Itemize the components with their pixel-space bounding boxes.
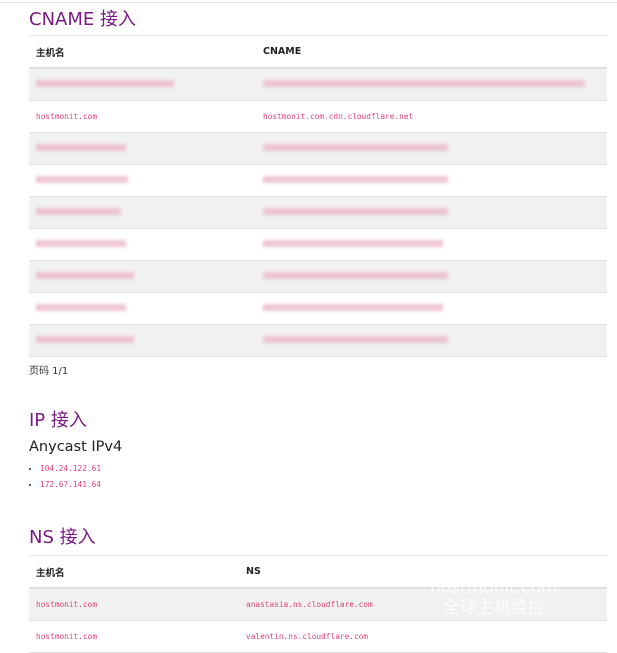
redacted-value xyxy=(36,336,134,343)
watermark-line1: hostmonit.com xyxy=(430,578,558,598)
cname-cell xyxy=(256,292,607,325)
host-cell xyxy=(29,196,256,229)
anycast-ipv4-heading: Anycast IPv4 xyxy=(29,439,123,455)
cname-cell xyxy=(256,132,607,165)
ip-address: 104.24.122.61 xyxy=(40,462,101,478)
cname-table: 主机名 CNAME hostmonit.com hostmonit.com.cdn.… xyxy=(29,35,607,357)
table-row xyxy=(29,196,607,229)
ns-cell: valentin.ns.cloudflare.com xyxy=(239,620,607,653)
table-row xyxy=(29,292,607,325)
host-cell xyxy=(29,228,256,261)
redacted-value xyxy=(263,304,443,311)
column-header-host: 主机名 xyxy=(29,555,239,589)
top-divider xyxy=(0,2,617,3)
redacted-value xyxy=(263,272,448,279)
redacted-value xyxy=(36,176,128,183)
redacted-value xyxy=(263,336,448,343)
ip-section-title: IP 接入 xyxy=(29,410,87,431)
table-row xyxy=(29,324,607,357)
host-cell: hostmonit.com xyxy=(29,620,239,653)
host-cell xyxy=(29,292,256,325)
table-row xyxy=(29,164,607,197)
cname-cell xyxy=(256,260,607,293)
cname-cell: hostmonit.com.cdn.cloudflare.net xyxy=(256,100,607,133)
redacted-value xyxy=(263,80,585,87)
table-row xyxy=(29,132,607,165)
cname-cell xyxy=(256,324,607,357)
host-cell: hostmonit.com xyxy=(29,100,256,133)
ip-address: 172.67.141.64 xyxy=(40,478,101,494)
watermark-line2: 全球主机监控 xyxy=(442,598,545,618)
host-cell: hostmonit.com xyxy=(29,588,239,621)
redacted-value xyxy=(263,176,448,183)
ns-section-title: NS 接入 xyxy=(29,527,96,548)
table-header: 主机名 NS xyxy=(29,555,607,589)
redacted-value xyxy=(36,304,126,311)
redacted-value xyxy=(263,208,448,215)
table-row xyxy=(29,260,607,293)
redacted-value xyxy=(36,144,126,151)
host-cell xyxy=(29,68,256,101)
host-cell xyxy=(29,164,256,197)
cname-cell xyxy=(256,68,607,101)
ip-list: 104.24.122.61 172.67.141.64 xyxy=(24,462,101,494)
redacted-value xyxy=(36,240,126,247)
cname-cell xyxy=(256,164,607,197)
redacted-value xyxy=(263,144,448,151)
ns-table: 主机名 NS hostmonit.com anastasia.ns.cloudfla… xyxy=(29,555,607,653)
redacted-value xyxy=(36,272,134,279)
cname-section-title: CNAME 接入 xyxy=(29,9,136,30)
host-cell xyxy=(29,324,256,357)
table-row xyxy=(29,68,607,101)
column-header-host: 主机名 xyxy=(29,35,256,69)
host-cell xyxy=(29,132,256,165)
host-cell xyxy=(29,260,256,293)
column-header-cname: CNAME xyxy=(256,35,607,69)
cname-cell xyxy=(256,196,607,229)
redacted-value xyxy=(263,240,443,247)
table-row xyxy=(29,228,607,261)
cname-cell xyxy=(256,228,607,261)
table-row: hostmonit.com anastasia.ns.cloudflare.com xyxy=(29,588,607,621)
page-indicator: 页码 1/1 xyxy=(29,366,69,377)
table-row: hostmonit.com hostmonit.com.cdn.cloudflar… xyxy=(29,100,607,133)
redacted-value xyxy=(36,208,121,215)
redacted-value xyxy=(36,80,174,87)
watermark: hostmonit.com 全球主机监控 xyxy=(430,578,558,618)
table-row: hostmonit.com valentin.ns.cloudflare.com xyxy=(29,620,607,653)
column-header-ns: NS xyxy=(239,555,607,589)
table-header: 主机名 CNAME xyxy=(29,35,607,69)
ns-cell: anastasia.ns.cloudflare.com xyxy=(239,588,607,621)
